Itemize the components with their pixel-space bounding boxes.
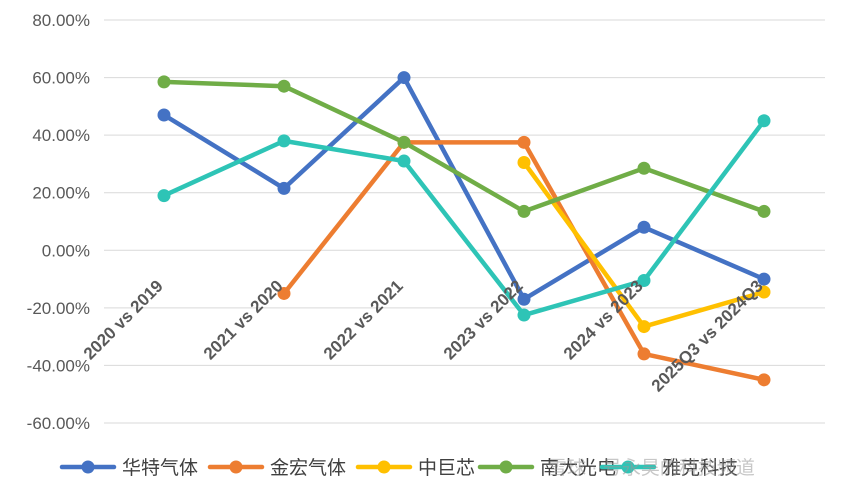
- y-tick-label: 0.00%: [42, 241, 90, 260]
- x-tick-label: 2024 vs 2023: [560, 276, 647, 363]
- data-point: [157, 189, 171, 203]
- data-point: [157, 108, 171, 122]
- data-point: [637, 347, 651, 361]
- legend-swatch-marker: [229, 460, 243, 474]
- data-point: [637, 220, 651, 234]
- data-point: [397, 154, 411, 168]
- data-point: [637, 274, 651, 288]
- y-tick-label: -40.00%: [27, 356, 90, 375]
- y-axis-tick-labels: 80.00% 60.00% 40.00% 20.00% 0.00% -20.00% -40.…: [27, 11, 90, 433]
- legend-swatch-marker: [499, 460, 513, 474]
- legend-label: 金宏气体: [270, 457, 346, 479]
- data-point: [757, 204, 771, 218]
- series-line: [161, 79, 767, 214]
- data-point: [277, 134, 291, 148]
- y-tick-label: 20.00%: [32, 184, 90, 203]
- x-axis-tick-labels: 2020 vs 2019 2021 vs 2020 2022 vs 2021 2023…: [80, 276, 767, 395]
- data-point: [517, 155, 531, 169]
- legend-label: 南大光电: [540, 457, 616, 479]
- series-line: [161, 75, 767, 302]
- series-line: [161, 118, 767, 318]
- data-point: [517, 292, 531, 306]
- data-point: [397, 71, 411, 85]
- legend-swatch-marker: [621, 460, 635, 474]
- y-tick-label: -60.00%: [27, 414, 90, 433]
- y-tick-label: -20.00%: [27, 299, 90, 318]
- data-point: [277, 79, 291, 93]
- series-points: [157, 71, 771, 387]
- data-point: [757, 285, 771, 299]
- x-tick-label: 2023 vs 2022: [440, 276, 527, 363]
- x-tick-label: 2022 vs 2021: [320, 276, 407, 363]
- legend-label: 雅克科技: [662, 457, 738, 479]
- data-point: [517, 204, 531, 218]
- x-tick-label: 2021 vs 2020: [200, 276, 287, 363]
- data-point: [757, 373, 771, 387]
- data-point: [757, 114, 771, 128]
- gridlines: [104, 19, 825, 424]
- y-tick-label: 40.00%: [32, 126, 90, 145]
- legend-label: 中巨芯: [418, 457, 475, 479]
- data-point: [157, 75, 171, 89]
- y-tick-label: 80.00%: [32, 11, 90, 30]
- data-point: [517, 135, 531, 149]
- data-point: [397, 135, 411, 149]
- data-point: [637, 161, 651, 175]
- data-point: [277, 286, 291, 300]
- data-point: [757, 272, 771, 286]
- legend-swatch-marker: [81, 460, 95, 474]
- data-point: [517, 308, 531, 322]
- legend-label: 华特气体: [122, 457, 198, 479]
- watermark-text: 雪球 · 号永昊的科技频道: [548, 457, 755, 479]
- y-tick-label: 60.00%: [32, 69, 90, 88]
- series-lines: [161, 75, 767, 383]
- legend-swatch-marker: [377, 460, 391, 474]
- data-point: [637, 320, 651, 334]
- legend: 华特气体 金宏气体 中巨芯 南大光电 雅克科技: [59, 457, 738, 479]
- data-point: [277, 181, 291, 195]
- x-tick-label: 2020 vs 2019: [80, 276, 167, 363]
